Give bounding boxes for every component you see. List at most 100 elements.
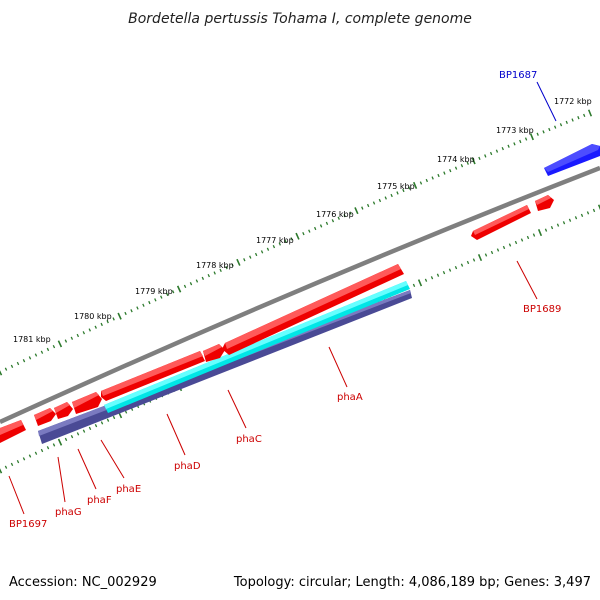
kbp-label: 1776 kbp <box>316 210 354 219</box>
major-tick <box>537 229 543 237</box>
major-tick <box>412 181 418 189</box>
minor-tick <box>106 418 110 422</box>
minor-tick <box>319 224 323 228</box>
minor-tick <box>443 171 446 175</box>
minor-tick <box>136 306 139 310</box>
minor-tick <box>16 459 20 464</box>
tick-ring-outer <box>0 109 593 376</box>
minor-tick <box>302 232 305 236</box>
minor-tick <box>592 208 596 213</box>
gene-pha-cluster[interactable] <box>0 264 404 443</box>
minor-tick <box>484 154 487 158</box>
gene-label-bp1697[interactable]: BP1697 <box>9 519 47 530</box>
minor-tick <box>366 203 370 208</box>
minor-tick <box>166 292 169 297</box>
minor-tick <box>496 248 500 252</box>
gene-bp1689[interactable] <box>471 205 531 240</box>
kbp-label: 1778 kbp <box>196 261 234 270</box>
minor-tick <box>448 268 452 272</box>
minor-tick <box>112 317 115 321</box>
gene-labels: BP1687 BP1689 phaA phaC phaD phaE phaF p… <box>9 70 561 530</box>
gene-label-phac[interactable]: phaC <box>236 434 262 445</box>
minor-tick <box>460 263 464 267</box>
minor-tick <box>396 191 399 195</box>
minor-tick <box>513 142 516 146</box>
minor-tick <box>478 156 481 160</box>
minor-tick <box>70 435 74 439</box>
gene-label-phae[interactable]: phaE <box>116 484 141 495</box>
minor-tick <box>449 168 452 173</box>
minor-tick <box>331 219 335 223</box>
minor-tick <box>501 147 504 151</box>
minor-tick <box>553 125 557 129</box>
minor-tick <box>40 448 44 453</box>
minor-tick <box>544 228 548 232</box>
minor-tick <box>46 347 50 352</box>
major-tick <box>587 109 593 117</box>
minor-tick <box>94 325 97 329</box>
gene-label-phaf[interactable]: phaF <box>87 495 112 506</box>
minor-tick <box>88 328 91 332</box>
major-tick <box>176 285 182 293</box>
minor-tick <box>559 123 563 127</box>
minor-tick <box>571 118 574 122</box>
minor-tick <box>514 240 518 245</box>
minor-tick <box>454 166 458 170</box>
minor-tick <box>577 116 580 120</box>
minor-tick <box>519 139 522 144</box>
minor-tick <box>70 336 74 340</box>
minor-tick <box>586 211 590 215</box>
gene-bp1687[interactable] <box>544 144 600 176</box>
minor-tick <box>542 130 545 134</box>
minor-tick <box>402 188 405 193</box>
minor-tick <box>278 242 281 246</box>
gene-label-phad[interactable]: phaD <box>174 461 201 472</box>
minor-tick <box>22 359 26 363</box>
minor-tick <box>52 443 56 447</box>
kbp-label: 1779 kbp <box>135 287 173 296</box>
major-tick <box>477 253 483 262</box>
minor-tick <box>384 196 387 200</box>
major-tick <box>471 157 476 165</box>
minor-tick <box>454 265 458 270</box>
minor-tick <box>442 271 446 275</box>
minor-tick <box>82 429 86 433</box>
minor-tick <box>106 320 109 324</box>
kbp-label: 1772 kbp <box>554 97 592 106</box>
minor-tick <box>574 216 578 220</box>
gene-label-phaa[interactable]: phaA <box>337 392 363 403</box>
minor-tick <box>10 364 14 368</box>
gene-small-forward[interactable] <box>535 195 554 211</box>
minor-tick <box>34 353 38 357</box>
genome-summary-text: Topology: circular; Length: 4,086,189 bp… <box>233 575 591 590</box>
minor-tick <box>76 432 80 436</box>
minor-tick <box>325 221 329 225</box>
minor-tick <box>466 161 469 165</box>
minor-tick <box>46 446 50 450</box>
minor-tick <box>361 206 364 210</box>
gene-label-bp1687[interactable]: BP1687 <box>499 70 537 81</box>
major-tick <box>57 340 63 348</box>
minor-tick <box>548 127 551 132</box>
minor-tick <box>130 309 133 313</box>
gene-label-bp1689[interactable]: BP1689 <box>523 304 561 315</box>
kbp-label: 1775 kbp <box>377 182 415 191</box>
minor-tick <box>489 151 493 156</box>
minor-tick <box>64 339 68 343</box>
genome-backbone <box>0 165 600 425</box>
gene-label-phag[interactable]: phaG <box>55 507 82 518</box>
minor-tick <box>526 235 530 240</box>
minor-tick <box>266 247 270 251</box>
kbp-label: 1774 kbp <box>437 155 475 164</box>
major-tick <box>0 468 3 474</box>
major-tick <box>417 279 423 287</box>
minor-tick <box>231 263 234 267</box>
minor-tick <box>100 322 103 327</box>
minor-tick <box>349 211 352 215</box>
minor-tick <box>64 437 68 442</box>
minor-tick <box>466 260 470 265</box>
minor-tick <box>532 233 536 237</box>
major-tick <box>117 312 122 320</box>
minor-tick <box>171 290 175 294</box>
